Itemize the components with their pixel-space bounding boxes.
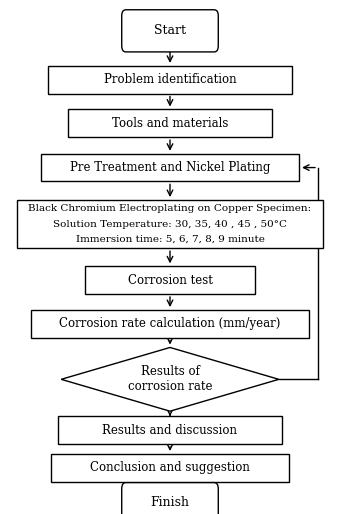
Text: Results of
corrosion rate: Results of corrosion rate (128, 365, 212, 393)
FancyBboxPatch shape (122, 483, 218, 514)
Bar (48, 66, 292, 94)
FancyBboxPatch shape (122, 10, 218, 52)
Bar (51, 454, 289, 482)
Text: Solution Temperature: 30, 35, 40 , 45 , 50°C: Solution Temperature: 30, 35, 40 , 45 , … (53, 219, 287, 229)
Text: Start: Start (154, 24, 186, 38)
Text: Corrosion rate calculation (mm/year): Corrosion rate calculation (mm/year) (59, 317, 281, 331)
Bar (41, 154, 299, 181)
Bar (85, 266, 255, 294)
Bar (31, 310, 309, 338)
Text: Results and discussion: Results and discussion (102, 424, 238, 437)
Bar (68, 109, 272, 137)
Text: Problem identification: Problem identification (104, 73, 236, 86)
Polygon shape (61, 347, 279, 411)
Text: Finish: Finish (151, 496, 189, 509)
Text: Immersion time: 5, 6, 7, 8, 9 minute: Immersion time: 5, 6, 7, 8, 9 minute (75, 235, 265, 244)
Text: Conclusion and suggestion: Conclusion and suggestion (90, 461, 250, 474)
Text: Pre Treatment and Nickel Plating: Pre Treatment and Nickel Plating (70, 161, 270, 174)
Bar (58, 416, 282, 444)
Text: Corrosion test: Corrosion test (128, 273, 212, 287)
Text: Black Chromium Electroplating on Copper Specimen:: Black Chromium Electroplating on Copper … (29, 204, 311, 213)
Text: Tools and materials: Tools and materials (112, 117, 228, 130)
Bar (17, 200, 323, 248)
